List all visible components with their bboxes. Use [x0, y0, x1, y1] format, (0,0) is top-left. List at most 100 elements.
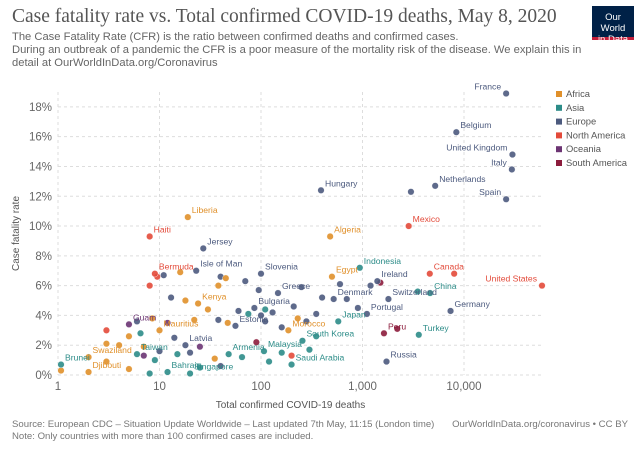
- data-point: [450, 270, 458, 278]
- y-tick-label: 8%: [35, 251, 52, 263]
- data-point: [102, 358, 110, 366]
- legend-label: Europe: [566, 116, 596, 127]
- data-point: [257, 311, 265, 319]
- data-point: [405, 222, 413, 230]
- point-label: Jersey: [207, 236, 233, 246]
- legend-swatch: [556, 91, 562, 97]
- x-tick-label: 1: [55, 381, 61, 393]
- data-point: [146, 282, 154, 290]
- data-point: [238, 353, 246, 361]
- point-label: Spain: [479, 187, 501, 197]
- point-label: China: [434, 281, 457, 291]
- point-label: Guam: [133, 312, 156, 322]
- legend-label: Oceania: [566, 143, 602, 154]
- legend-label: North America: [566, 129, 626, 140]
- data-point: [252, 338, 260, 346]
- legend-label: Africa: [566, 88, 591, 99]
- point-label: United Kingdom: [446, 143, 507, 153]
- point-label: Estonia: [239, 314, 268, 324]
- note-footer: Note: Only countries with more than 100 …: [12, 431, 314, 442]
- data-point: [250, 304, 258, 312]
- point-label: Isle of Man: [200, 259, 242, 269]
- data-point: [255, 286, 263, 294]
- data-point: [184, 213, 192, 221]
- data-point: [414, 288, 422, 296]
- data-point: [426, 289, 434, 297]
- point-label: Hungary: [325, 178, 358, 188]
- data-point: [225, 350, 233, 358]
- data-point: [151, 356, 159, 364]
- point-label: Belgium: [460, 120, 491, 130]
- owid-logo[interactable]: Our World in Data: [592, 6, 634, 45]
- source-footer: Source: European CDC – Situation Update …: [12, 419, 628, 430]
- data-point: [373, 277, 381, 285]
- legend-swatch: [556, 160, 562, 166]
- data-point: [356, 264, 364, 272]
- data-point: [190, 316, 198, 324]
- data-point: [211, 355, 219, 363]
- data-point: [214, 282, 222, 290]
- data-point: [170, 334, 178, 342]
- point-label: Morocco: [292, 318, 325, 328]
- data-point: [260, 347, 268, 355]
- point-label: Liberia: [192, 205, 218, 215]
- y-tick-label: 6%: [35, 281, 52, 293]
- data-point: [222, 274, 230, 282]
- point-label: Taiwan: [141, 342, 168, 352]
- data-point: [274, 289, 282, 297]
- data-point: [176, 268, 184, 276]
- y-tick-label: 14%: [29, 161, 52, 173]
- point-label: Netherlands: [439, 174, 485, 184]
- point-label: Italy: [491, 157, 507, 167]
- data-point: [415, 331, 423, 339]
- data-point: [140, 343, 148, 351]
- point-label: United States: [485, 274, 537, 284]
- data-point: [146, 232, 154, 240]
- y-tick-label: 10%: [29, 221, 52, 233]
- data-point: [407, 188, 415, 196]
- owid-link[interactable]: OurWorldInData.org/coronavirus • CC BY: [452, 419, 628, 430]
- data-point: [164, 368, 172, 376]
- data-point: [181, 297, 189, 305]
- data-point: [334, 317, 342, 325]
- x-tick-label: 1,000: [348, 381, 377, 393]
- point-label: Haiti: [154, 224, 171, 234]
- legend-swatch: [556, 118, 562, 125]
- data-point: [508, 165, 516, 173]
- data-point: [164, 319, 172, 327]
- y-tick-label: 12%: [29, 191, 52, 203]
- data-point: [173, 350, 181, 358]
- legend-swatch: [556, 132, 562, 139]
- data-point: [393, 325, 401, 333]
- data-point: [502, 89, 510, 97]
- data-point: [336, 280, 344, 288]
- data-point: [426, 270, 434, 278]
- data-point: [269, 308, 277, 316]
- point-label: Brunei: [65, 353, 90, 363]
- point-label: Russia: [390, 350, 416, 360]
- point-label: Bahrain: [172, 360, 202, 370]
- data-point: [384, 295, 392, 303]
- data-point: [261, 305, 269, 313]
- data-point: [284, 326, 292, 334]
- point-label: Armenia: [233, 342, 265, 352]
- point-label: Saudi Arabia: [296, 353, 345, 363]
- y-tick-label: 4%: [35, 310, 52, 322]
- data-point: [125, 365, 133, 373]
- data-point: [85, 368, 93, 376]
- data-point: [115, 341, 123, 349]
- point-label: Latvia: [189, 333, 212, 343]
- point-label: Mexico: [413, 214, 440, 224]
- point-label: Canada: [434, 262, 464, 272]
- data-point: [57, 361, 65, 369]
- data-point: [257, 270, 265, 278]
- point-label: Mauritius: [164, 318, 199, 328]
- data-point: [217, 362, 225, 370]
- data-point: [133, 350, 141, 358]
- subtitle-line[interactable]: detail at OurWorldInData.org/Coronavirus: [12, 57, 218, 70]
- data-point: [102, 326, 110, 334]
- data-point: [133, 317, 141, 325]
- data-point: [234, 307, 242, 315]
- point-label: Malaysia: [268, 339, 302, 349]
